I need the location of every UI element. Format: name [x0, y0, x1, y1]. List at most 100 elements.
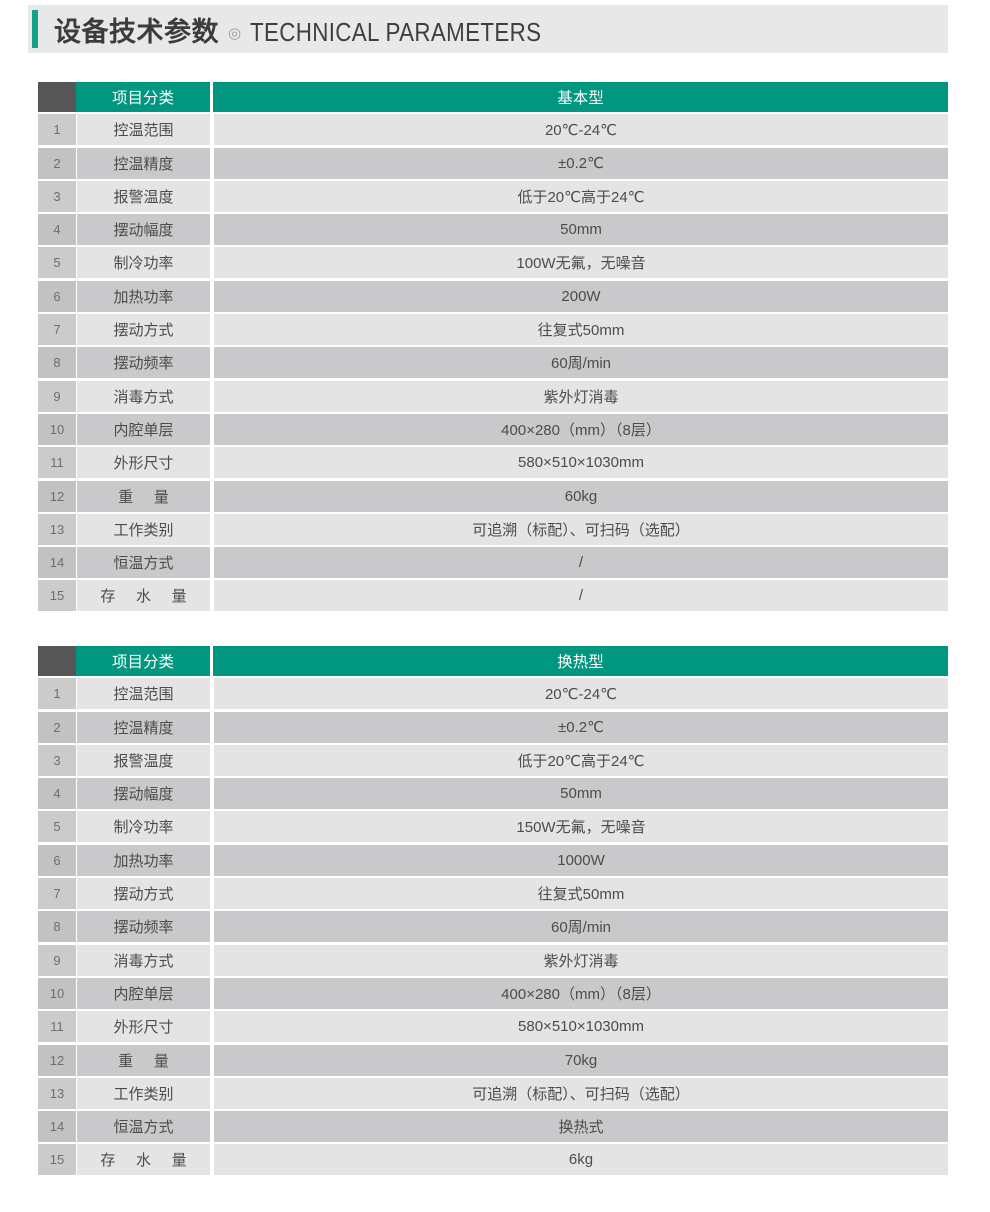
table-row: 11 外形尺寸 580×510×1030mm — [38, 1011, 948, 1043]
row-index-cell: 11 — [38, 1011, 76, 1043]
row-index-cell: 3 — [38, 744, 76, 776]
table-row: 6 加热功率 1000W — [38, 844, 948, 876]
page-title-english: TECHNICAL PARAMETERS — [250, 16, 542, 47]
row-label-text: 重 量 — [118, 1052, 178, 1070]
row-value-cell: 可追溯（标配）、可扫码（选配） — [214, 513, 948, 545]
title-accent-bar — [32, 10, 38, 48]
row-index-cell: 6 — [38, 280, 76, 312]
row-value-cell: 往复式50mm — [214, 314, 948, 346]
row-value-cell: 400×280（mm）（8层） — [214, 413, 948, 445]
row-value-cell: 60周/min — [214, 911, 948, 943]
row-value-cell: 100W无氟，无噪音 — [214, 247, 948, 279]
row-value-cell: 1000W — [214, 844, 948, 876]
row-index-cell: 5 — [38, 247, 76, 279]
row-label-cell: 控温范围 — [77, 678, 210, 710]
table-row: 9 消毒方式 紫外灯消毒 — [38, 380, 948, 412]
row-index-cell: 7 — [38, 314, 76, 346]
row-label-cell: 外形尺寸 — [77, 447, 210, 479]
row-index-cell: 13 — [38, 513, 76, 545]
row-index-cell: 11 — [38, 447, 76, 479]
page-title-chinese: 设备技术参数 — [54, 16, 219, 47]
row-label-cell: 重 量 — [77, 480, 210, 512]
row-label-cell: 摆动幅度 — [77, 778, 210, 810]
table-row: 5 制冷功率 150W无氟，无噪音 — [38, 811, 948, 843]
row-label-cell: 控温精度 — [77, 711, 210, 743]
row-index-cell: 9 — [38, 380, 76, 412]
table-row: 5 制冷功率 100W无氟，无噪音 — [38, 247, 948, 279]
row-label-cell: 消毒方式 — [77, 380, 210, 412]
row-label-cell: 工作类别 — [77, 513, 210, 545]
table-body-heat: 1 控温范围 20℃-24℃ 2 控温精度 ±0.2℃ 3 报警温度 低于20℃高于24℃ 4 摆动… — [38, 678, 948, 1176]
row-value-cell: 可追溯（标配）、可扫码（选配） — [214, 1077, 948, 1109]
table-header-row: 项目分类 基本型 — [38, 82, 948, 112]
row-index-cell: 7 — [38, 878, 76, 910]
table-row: 15 存 水 量 6kg — [38, 1144, 948, 1176]
row-value-cell: 紫外灯消毒 — [214, 380, 948, 412]
row-label-cell: 消毒方式 — [77, 944, 210, 976]
table-row: 2 控温精度 ±0.2℃ — [38, 711, 948, 743]
header-index-cell — [38, 646, 76, 676]
row-index-cell: 5 — [38, 811, 76, 843]
row-value-cell: 6kg — [214, 1144, 948, 1176]
row-index-cell: 10 — [38, 977, 76, 1009]
header-model-cell: 换热型 — [213, 646, 948, 676]
table-body-basic: 1 控温范围 20℃-24℃ 2 控温精度 ±0.2℃ 3 报警温度 低于20℃高于24℃ 4 摆动… — [38, 114, 948, 612]
table-row: 14 恒温方式 换热式 — [38, 1111, 948, 1143]
row-index-cell: 15 — [38, 580, 76, 612]
row-value-cell: 150W无氟，无噪音 — [214, 811, 948, 843]
table-row: 11 外形尺寸 580×510×1030mm — [38, 447, 948, 479]
row-label-cell: 恒温方式 — [77, 1111, 210, 1143]
row-index-cell: 8 — [38, 911, 76, 943]
row-label-text: 存 水 量 — [100, 588, 195, 606]
row-value-cell: 70kg — [214, 1044, 948, 1076]
table-row: 12 重 量 70kg — [38, 1044, 948, 1076]
table-row: 2 控温精度 ±0.2℃ — [38, 147, 948, 179]
row-index-cell: 14 — [38, 547, 76, 579]
row-value-cell: ±0.2℃ — [214, 711, 948, 743]
row-index-cell: 9 — [38, 944, 76, 976]
row-value-cell: 580×510×1030mm — [214, 447, 948, 479]
row-label-cell: 摆动幅度 — [77, 214, 210, 246]
row-label-cell: 存 水 量 — [77, 1144, 210, 1176]
row-value-cell: 低于20℃高于24℃ — [214, 744, 948, 776]
row-index-cell: 15 — [38, 1144, 76, 1176]
row-index-cell: 12 — [38, 1044, 76, 1076]
row-label-cell: 制冷功率 — [77, 247, 210, 279]
row-index-cell: 3 — [38, 180, 76, 212]
table-row: 3 报警温度 低于20℃高于24℃ — [38, 180, 948, 212]
row-label-cell: 内腔单层 — [77, 413, 210, 445]
row-label-cell: 恒温方式 — [77, 547, 210, 579]
row-label-cell: 外形尺寸 — [77, 1011, 210, 1043]
title-text-group: 设备技术参数 ◎ TECHNICAL PARAMETERS — [54, 10, 589, 49]
table-row: 15 存 水 量 / — [38, 580, 948, 612]
row-label-cell: 重 量 — [77, 1044, 210, 1076]
page-title-banner: 设备技术参数 ◎ TECHNICAL PARAMETERS — [28, 5, 948, 53]
header-category-cell: 项目分类 — [76, 646, 210, 676]
row-value-cell: 换热式 — [214, 1111, 948, 1143]
row-label-cell: 内腔单层 — [77, 977, 210, 1009]
header-category-cell: 项目分类 — [76, 82, 210, 112]
row-index-cell: 12 — [38, 480, 76, 512]
table-row: 9 消毒方式 紫外灯消毒 — [38, 944, 948, 976]
row-label-text: 存 水 量 — [100, 1152, 195, 1170]
row-value-cell: 往复式50mm — [214, 878, 948, 910]
row-label-cell: 控温范围 — [77, 114, 210, 146]
row-label-cell: 制冷功率 — [77, 811, 210, 843]
table-row: 3 报警温度 低于20℃高于24℃ — [38, 744, 948, 776]
table-row: 8 摆动频率 60周/min — [38, 911, 948, 943]
ring-ornament-icon: ◎ — [228, 24, 242, 42]
table-header-row: 项目分类 换热型 — [38, 646, 948, 676]
row-value-cell: 400×280（mm）（8层） — [214, 977, 948, 1009]
table-row: 4 摆动幅度 50mm — [38, 778, 948, 810]
spec-table-heat: 项目分类 换热型 1 控温范围 20℃-24℃ 2 控温精度 ±0.2℃ 3 报警温度 低于20… — [38, 646, 948, 1178]
row-label-cell: 工作类别 — [77, 1077, 210, 1109]
row-label-text: 重 量 — [118, 488, 178, 506]
row-value-cell: 60kg — [214, 480, 948, 512]
header-model-cell: 基本型 — [213, 82, 948, 112]
row-label-cell: 加热功率 — [77, 844, 210, 876]
row-value-cell: ±0.2℃ — [214, 147, 948, 179]
row-label-cell: 报警温度 — [77, 180, 210, 212]
row-label-cell: 摆动方式 — [77, 314, 210, 346]
row-value-cell: 低于20℃高于24℃ — [214, 180, 948, 212]
